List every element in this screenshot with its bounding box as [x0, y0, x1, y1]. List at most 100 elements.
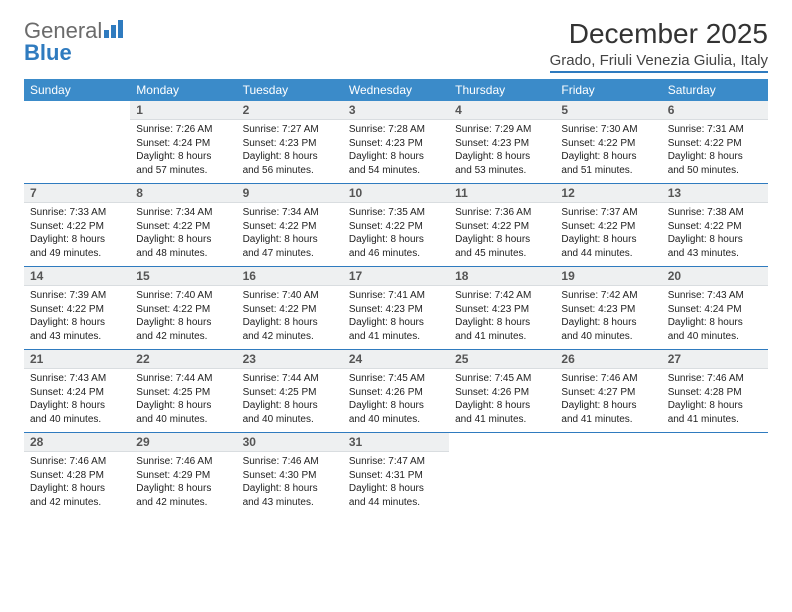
day-number: 29 — [130, 433, 236, 452]
calendar-day-cell: 22Sunrise: 7:44 AMSunset: 4:25 PMDayligh… — [130, 350, 236, 433]
day-data: Sunrise: 7:45 AMSunset: 4:26 PMDaylight:… — [343, 369, 449, 432]
calendar-week-row: 7Sunrise: 7:33 AMSunset: 4:22 PMDaylight… — [24, 184, 768, 267]
col-header: Friday — [555, 79, 661, 101]
day-number: 2 — [237, 101, 343, 120]
day-data: Sunrise: 7:33 AMSunset: 4:22 PMDaylight:… — [24, 203, 130, 266]
calendar-day-cell: 24Sunrise: 7:45 AMSunset: 4:26 PMDayligh… — [343, 350, 449, 433]
calendar-day-cell: 28Sunrise: 7:46 AMSunset: 4:28 PMDayligh… — [24, 433, 130, 516]
calendar-day-cell: 31Sunrise: 7:47 AMSunset: 4:31 PMDayligh… — [343, 433, 449, 516]
day-data: Sunrise: 7:46 AMSunset: 4:28 PMDaylight:… — [24, 452, 130, 515]
calendar-day-cell: 14Sunrise: 7:39 AMSunset: 4:22 PMDayligh… — [24, 267, 130, 350]
calendar-day-cell: 15Sunrise: 7:40 AMSunset: 4:22 PMDayligh… — [130, 267, 236, 350]
day-number: 3 — [343, 101, 449, 120]
day-data: Sunrise: 7:46 AMSunset: 4:27 PMDaylight:… — [555, 369, 661, 432]
day-number: 25 — [449, 350, 555, 369]
day-number: 30 — [237, 433, 343, 452]
col-header: Saturday — [662, 79, 768, 101]
day-data: Sunrise: 7:27 AMSunset: 4:23 PMDaylight:… — [237, 120, 343, 183]
calendar-day-cell: 13Sunrise: 7:38 AMSunset: 4:22 PMDayligh… — [662, 184, 768, 267]
day-data: Sunrise: 7:40 AMSunset: 4:22 PMDaylight:… — [130, 286, 236, 349]
calendar-day-cell: 6Sunrise: 7:31 AMSunset: 4:22 PMDaylight… — [662, 101, 768, 184]
calendar-day-cell: 26Sunrise: 7:46 AMSunset: 4:27 PMDayligh… — [555, 350, 661, 433]
calendar-day-cell — [662, 433, 768, 516]
day-number: 5 — [555, 101, 661, 120]
col-header: Sunday — [24, 79, 130, 101]
day-number: 8 — [130, 184, 236, 203]
calendar-day-cell: 27Sunrise: 7:46 AMSunset: 4:28 PMDayligh… — [662, 350, 768, 433]
calendar-day-cell — [555, 433, 661, 516]
calendar-header-row: SundayMondayTuesdayWednesdayThursdayFrid… — [24, 79, 768, 101]
day-data: Sunrise: 7:28 AMSunset: 4:23 PMDaylight:… — [343, 120, 449, 183]
day-data: Sunrise: 7:42 AMSunset: 4:23 PMDaylight:… — [449, 286, 555, 349]
day-data: Sunrise: 7:41 AMSunset: 4:23 PMDaylight:… — [343, 286, 449, 349]
day-number: 11 — [449, 184, 555, 203]
page-subtitle: Grado, Friuli Venezia Giulia, Italy — [550, 52, 768, 73]
calendar-day-cell: 25Sunrise: 7:45 AMSunset: 4:26 PMDayligh… — [449, 350, 555, 433]
calendar-day-cell: 3Sunrise: 7:28 AMSunset: 4:23 PMDaylight… — [343, 101, 449, 184]
col-header: Thursday — [449, 79, 555, 101]
day-number: 31 — [343, 433, 449, 452]
day-data: Sunrise: 7:46 AMSunset: 4:28 PMDaylight:… — [662, 369, 768, 432]
day-data: Sunrise: 7:30 AMSunset: 4:22 PMDaylight:… — [555, 120, 661, 183]
day-data: Sunrise: 7:44 AMSunset: 4:25 PMDaylight:… — [130, 369, 236, 432]
day-number: 17 — [343, 267, 449, 286]
day-number: 14 — [24, 267, 130, 286]
day-number: 9 — [237, 184, 343, 203]
calendar-week-row: 28Sunrise: 7:46 AMSunset: 4:28 PMDayligh… — [24, 433, 768, 516]
brand-logo: General Blue — [24, 18, 123, 64]
calendar-day-cell: 30Sunrise: 7:46 AMSunset: 4:30 PMDayligh… — [237, 433, 343, 516]
title-block: December 2025 Grado, Friuli Venezia Giul… — [550, 18, 768, 73]
day-number: 10 — [343, 184, 449, 203]
bars-icon — [104, 18, 123, 38]
day-data: Sunrise: 7:40 AMSunset: 4:22 PMDaylight:… — [237, 286, 343, 349]
day-data: Sunrise: 7:43 AMSunset: 4:24 PMDaylight:… — [24, 369, 130, 432]
calendar-day-cell: 16Sunrise: 7:40 AMSunset: 4:22 PMDayligh… — [237, 267, 343, 350]
brand-name: General Blue — [24, 18, 123, 64]
day-data: Sunrise: 7:43 AMSunset: 4:24 PMDaylight:… — [662, 286, 768, 349]
calendar-week-row: 14Sunrise: 7:39 AMSunset: 4:22 PMDayligh… — [24, 267, 768, 350]
day-data: Sunrise: 7:46 AMSunset: 4:29 PMDaylight:… — [130, 452, 236, 515]
day-number: 19 — [555, 267, 661, 286]
day-number: 6 — [662, 101, 768, 120]
calendar-day-cell: 20Sunrise: 7:43 AMSunset: 4:24 PMDayligh… — [662, 267, 768, 350]
day-data: Sunrise: 7:34 AMSunset: 4:22 PMDaylight:… — [237, 203, 343, 266]
day-data: Sunrise: 7:35 AMSunset: 4:22 PMDaylight:… — [343, 203, 449, 266]
day-number: 18 — [449, 267, 555, 286]
calendar-table: SundayMondayTuesdayWednesdayThursdayFrid… — [24, 79, 768, 515]
calendar-day-cell: 8Sunrise: 7:34 AMSunset: 4:22 PMDaylight… — [130, 184, 236, 267]
calendar-day-cell: 18Sunrise: 7:42 AMSunset: 4:23 PMDayligh… — [449, 267, 555, 350]
day-data: Sunrise: 7:46 AMSunset: 4:30 PMDaylight:… — [237, 452, 343, 515]
calendar-day-cell: 19Sunrise: 7:42 AMSunset: 4:23 PMDayligh… — [555, 267, 661, 350]
col-header: Monday — [130, 79, 236, 101]
day-number: 20 — [662, 267, 768, 286]
calendar-day-cell: 9Sunrise: 7:34 AMSunset: 4:22 PMDaylight… — [237, 184, 343, 267]
day-number: 13 — [662, 184, 768, 203]
day-data: Sunrise: 7:44 AMSunset: 4:25 PMDaylight:… — [237, 369, 343, 432]
day-number: 4 — [449, 101, 555, 120]
day-data: Sunrise: 7:38 AMSunset: 4:22 PMDaylight:… — [662, 203, 768, 266]
calendar-day-cell: 4Sunrise: 7:29 AMSunset: 4:23 PMDaylight… — [449, 101, 555, 184]
day-number: 16 — [237, 267, 343, 286]
calendar-day-cell: 2Sunrise: 7:27 AMSunset: 4:23 PMDaylight… — [237, 101, 343, 184]
day-number: 1 — [130, 101, 236, 120]
calendar-week-row: 1Sunrise: 7:26 AMSunset: 4:24 PMDaylight… — [24, 101, 768, 184]
day-number: 15 — [130, 267, 236, 286]
page-header: General Blue December 2025 Grado, Friuli… — [24, 18, 768, 73]
day-data: Sunrise: 7:45 AMSunset: 4:26 PMDaylight:… — [449, 369, 555, 432]
day-data: Sunrise: 7:37 AMSunset: 4:22 PMDaylight:… — [555, 203, 661, 266]
col-header: Tuesday — [237, 79, 343, 101]
day-number: 26 — [555, 350, 661, 369]
day-number: 24 — [343, 350, 449, 369]
day-number: 28 — [24, 433, 130, 452]
day-number: 12 — [555, 184, 661, 203]
day-number: 22 — [130, 350, 236, 369]
calendar-day-cell: 1Sunrise: 7:26 AMSunset: 4:24 PMDaylight… — [130, 101, 236, 184]
calendar-day-cell: 23Sunrise: 7:44 AMSunset: 4:25 PMDayligh… — [237, 350, 343, 433]
calendar-day-cell — [449, 433, 555, 516]
calendar-day-cell: 12Sunrise: 7:37 AMSunset: 4:22 PMDayligh… — [555, 184, 661, 267]
calendar-week-row: 21Sunrise: 7:43 AMSunset: 4:24 PMDayligh… — [24, 350, 768, 433]
calendar-day-cell: 29Sunrise: 7:46 AMSunset: 4:29 PMDayligh… — [130, 433, 236, 516]
calendar-day-cell: 7Sunrise: 7:33 AMSunset: 4:22 PMDaylight… — [24, 184, 130, 267]
day-data: Sunrise: 7:42 AMSunset: 4:23 PMDaylight:… — [555, 286, 661, 349]
page-title: December 2025 — [550, 18, 768, 50]
